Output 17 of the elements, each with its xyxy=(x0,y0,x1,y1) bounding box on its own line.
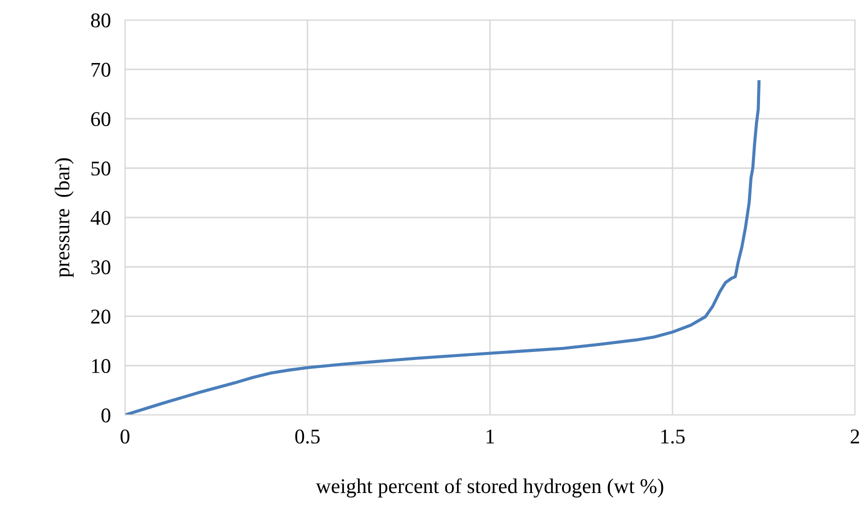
x-axis-title: weight percent of stored hydrogen (wt %) xyxy=(316,478,664,498)
y-tick-label: 70 xyxy=(92,62,110,77)
y-tick-label: 20 xyxy=(91,310,110,324)
y-tick-label: 10 xyxy=(92,359,110,374)
x-tick-label: 0 xyxy=(120,429,130,444)
y-tick-label: 30 xyxy=(91,260,110,274)
y-tick-label: 80 xyxy=(91,13,110,28)
y-axis-title: pressure (bar) xyxy=(54,158,74,278)
x-tick-label: 1 xyxy=(486,430,494,444)
y-tick-label: 60 xyxy=(91,112,110,126)
x-tick-label: 1.5 xyxy=(661,430,685,444)
y-tick-label: 50 xyxy=(91,162,110,176)
line-series xyxy=(125,80,761,415)
x-tick-label: 0.5 xyxy=(295,429,320,444)
y-tick-label: 40 xyxy=(90,210,110,225)
y-tick-label: 0 xyxy=(101,408,110,422)
x-tick-label: 2 xyxy=(850,430,860,444)
